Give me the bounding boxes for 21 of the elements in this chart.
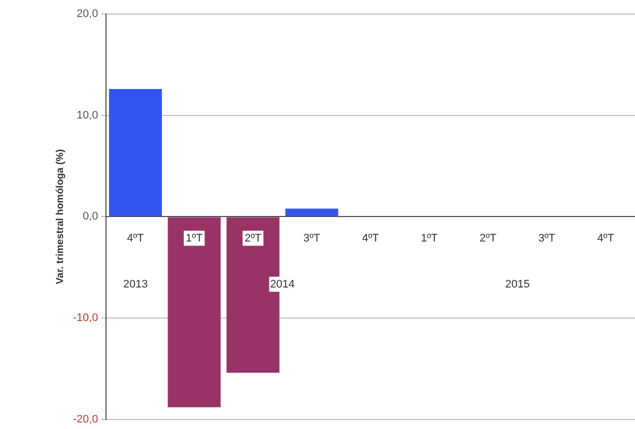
bar [285,208,338,216]
y-tick-label: 10,0 [76,109,98,122]
x-tick-label: 4ºT [597,232,614,245]
annotation: 2013 [123,278,148,291]
y-tick-label: 20,0 [76,8,98,20]
x-tick-label: 3ºT [538,232,556,245]
y-tick-label: -10,0 [72,312,98,324]
annotation: 2015 [505,278,530,291]
x-tick-label: 1ºT [186,232,203,245]
x-tick-label: 3ºT [303,232,320,245]
x-tick-label: 4ºT [362,232,380,245]
y-tick-label: 0,0 [82,210,98,223]
bar [168,217,221,408]
y-axis-title: Var. trimestral homóloga (%) [54,149,66,284]
bar [109,89,162,216]
x-tick-label: 1ºT [420,232,438,245]
annotation: 2014 [270,278,295,291]
x-tick-label: 2ºT [480,232,497,245]
x-tick-label: 4ºT [127,232,144,245]
y-tick-label: -20,0 [72,413,98,426]
x-tick-label: 2ºT [244,232,262,245]
